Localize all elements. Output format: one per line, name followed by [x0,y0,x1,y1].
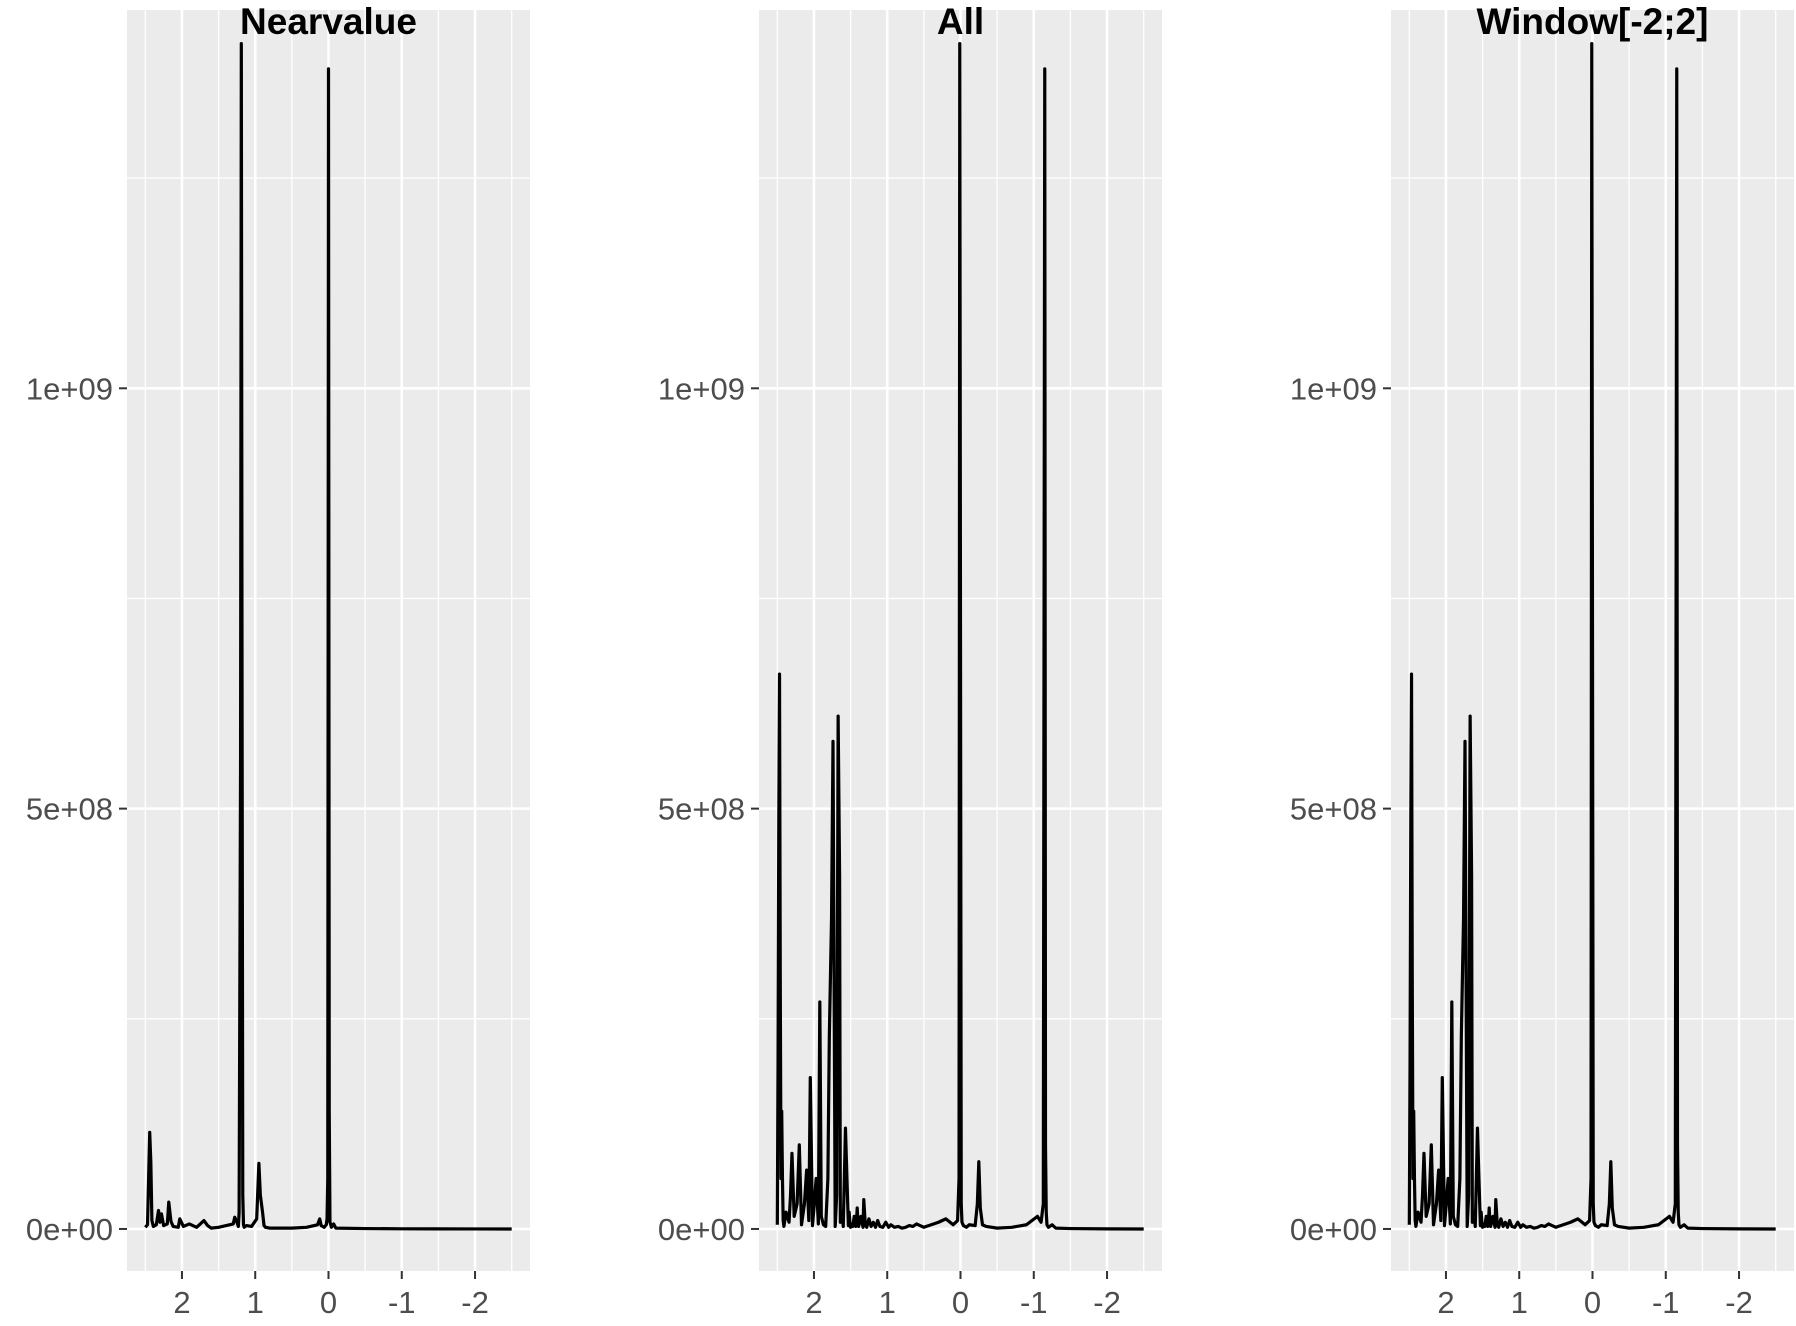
y-tick-label: 1e+09 [658,371,745,406]
y-tick-label: 5e+08 [26,792,113,827]
x-tick-label: 1 [247,1285,264,1320]
y-tick-label: 0e+00 [26,1212,113,1247]
facet-panel-1: 0e+00 5e+08 1e+09 2 1 0 -1 -2 Nearvalue [26,1,530,1320]
series-line-1 [144,42,512,1231]
y-tick-label: 5e+08 [658,792,745,827]
x-tick-label: 1 [879,1285,896,1320]
y-tick-label: 5e+08 [1290,792,1377,827]
series-line-1 [1407,42,1776,1231]
x-tick-label: 0 [952,1285,969,1320]
panel-title: All [937,1,984,42]
x-tick-label: -2 [1725,1285,1753,1320]
x-tick-label: -1 [388,1285,416,1320]
x-tick-label: -1 [1652,1285,1680,1320]
series-line-1 [775,42,1144,1231]
panel-title: Window[-2;2] [1477,1,1709,42]
x-tick-label: 2 [805,1285,822,1320]
y-tick-label: 1e+09 [1290,371,1377,406]
panel-title: Nearvalue [240,1,417,42]
x-tick-label: 0 [320,1285,337,1320]
x-tick-label: -2 [1093,1285,1121,1320]
x-tick-label: 2 [173,1285,190,1320]
facet-panel-3: 0e+00 5e+08 1e+09 2 1 0 -1 -2 Window[-2;2] [1290,1,1794,1320]
x-tick-label: -1 [1020,1285,1048,1320]
x-tick-label: 0 [1584,1285,1601,1320]
y-tick-label: 1e+09 [26,371,113,406]
x-tick-label: 1 [1511,1285,1528,1320]
facet-panel-2: 0e+00 5e+08 1e+09 2 1 0 -1 -2 All [658,1,1162,1320]
y-tick-label: 0e+00 [1290,1212,1377,1247]
y-tick-label: 0e+00 [658,1212,745,1247]
x-tick-label: 2 [1437,1285,1454,1320]
x-tick-label: -2 [461,1285,489,1320]
